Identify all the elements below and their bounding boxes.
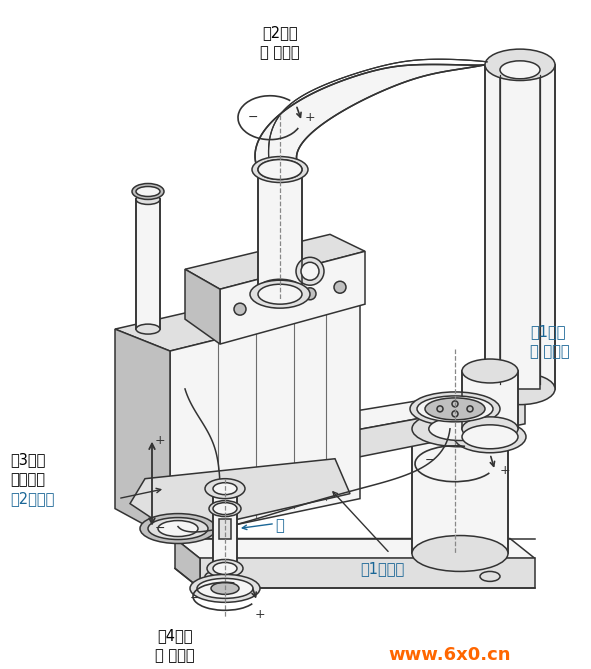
Bar: [412, 429, 508, 553]
Polygon shape: [185, 269, 220, 344]
Text: （上下）: （上下）: [10, 472, 45, 487]
Ellipse shape: [258, 284, 302, 304]
Ellipse shape: [462, 359, 518, 383]
Bar: [213, 488, 237, 569]
Bar: [219, 518, 231, 539]
Polygon shape: [155, 444, 200, 488]
Ellipse shape: [480, 571, 500, 581]
Text: +: +: [499, 464, 510, 477]
Ellipse shape: [209, 500, 241, 516]
Ellipse shape: [205, 571, 225, 581]
Text: 第3关节: 第3关节: [10, 452, 46, 467]
Ellipse shape: [140, 514, 216, 543]
Polygon shape: [200, 559, 535, 589]
Text: 轴: 轴: [275, 518, 284, 534]
Ellipse shape: [252, 157, 308, 183]
Text: +: +: [305, 111, 316, 124]
Ellipse shape: [136, 187, 160, 197]
Ellipse shape: [410, 392, 500, 426]
Text: www.6x0.cn: www.6x0.cn: [389, 646, 511, 664]
Text: +: +: [255, 608, 265, 621]
Bar: [258, 169, 302, 289]
Ellipse shape: [462, 417, 518, 441]
Circle shape: [269, 296, 281, 308]
Circle shape: [452, 401, 458, 407]
Bar: [485, 65, 555, 389]
Ellipse shape: [485, 373, 555, 405]
Polygon shape: [220, 252, 365, 344]
Polygon shape: [170, 304, 360, 539]
Text: −: −: [425, 454, 435, 467]
Ellipse shape: [417, 396, 493, 422]
Ellipse shape: [213, 502, 237, 514]
Polygon shape: [175, 539, 535, 559]
Bar: [462, 371, 518, 429]
Ellipse shape: [258, 160, 302, 179]
Circle shape: [437, 406, 443, 412]
Ellipse shape: [485, 49, 555, 80]
Text: −: −: [155, 522, 165, 535]
Ellipse shape: [207, 559, 243, 577]
Bar: [500, 65, 540, 389]
Ellipse shape: [412, 535, 508, 571]
Text: 第2关节: 第2关节: [262, 25, 298, 40]
Text: （ 旋转）: （ 旋转）: [530, 344, 570, 359]
Polygon shape: [115, 284, 360, 351]
Ellipse shape: [158, 520, 198, 537]
Ellipse shape: [213, 482, 237, 494]
Polygon shape: [155, 389, 525, 459]
Ellipse shape: [412, 411, 508, 447]
Circle shape: [334, 281, 346, 293]
Text: （ 旋转）: （ 旋转）: [260, 45, 300, 60]
Ellipse shape: [197, 579, 253, 598]
Text: 第1关节: 第1关节: [530, 324, 566, 339]
Ellipse shape: [258, 160, 302, 179]
Text: 第1机械臂: 第1机械臂: [360, 561, 404, 577]
Circle shape: [301, 262, 319, 280]
Circle shape: [296, 258, 324, 285]
Text: +: +: [155, 434, 165, 448]
Circle shape: [234, 303, 246, 315]
Polygon shape: [185, 234, 365, 289]
Ellipse shape: [136, 324, 160, 334]
Polygon shape: [255, 64, 485, 169]
Ellipse shape: [250, 280, 310, 308]
Circle shape: [467, 406, 473, 412]
Circle shape: [304, 288, 316, 300]
Text: −: −: [190, 592, 200, 605]
Ellipse shape: [462, 425, 518, 449]
Ellipse shape: [211, 583, 239, 594]
Ellipse shape: [454, 421, 526, 453]
Text: 第4关节: 第4关节: [157, 628, 193, 644]
Polygon shape: [115, 329, 170, 539]
Bar: [136, 199, 160, 329]
Text: −: −: [248, 111, 258, 124]
Ellipse shape: [429, 417, 491, 440]
Ellipse shape: [190, 575, 260, 602]
Circle shape: [452, 411, 458, 417]
Ellipse shape: [500, 61, 540, 79]
Ellipse shape: [258, 279, 302, 299]
Ellipse shape: [425, 398, 485, 420]
Text: 第2机械臂: 第2机械臂: [10, 492, 54, 506]
Text: （ 旋转）: （ 旋转）: [155, 648, 195, 663]
Ellipse shape: [213, 563, 237, 575]
Polygon shape: [200, 399, 525, 488]
Ellipse shape: [136, 195, 160, 205]
Ellipse shape: [148, 518, 208, 539]
Polygon shape: [130, 459, 350, 534]
Ellipse shape: [132, 183, 164, 199]
Polygon shape: [175, 539, 200, 589]
Ellipse shape: [205, 479, 245, 498]
